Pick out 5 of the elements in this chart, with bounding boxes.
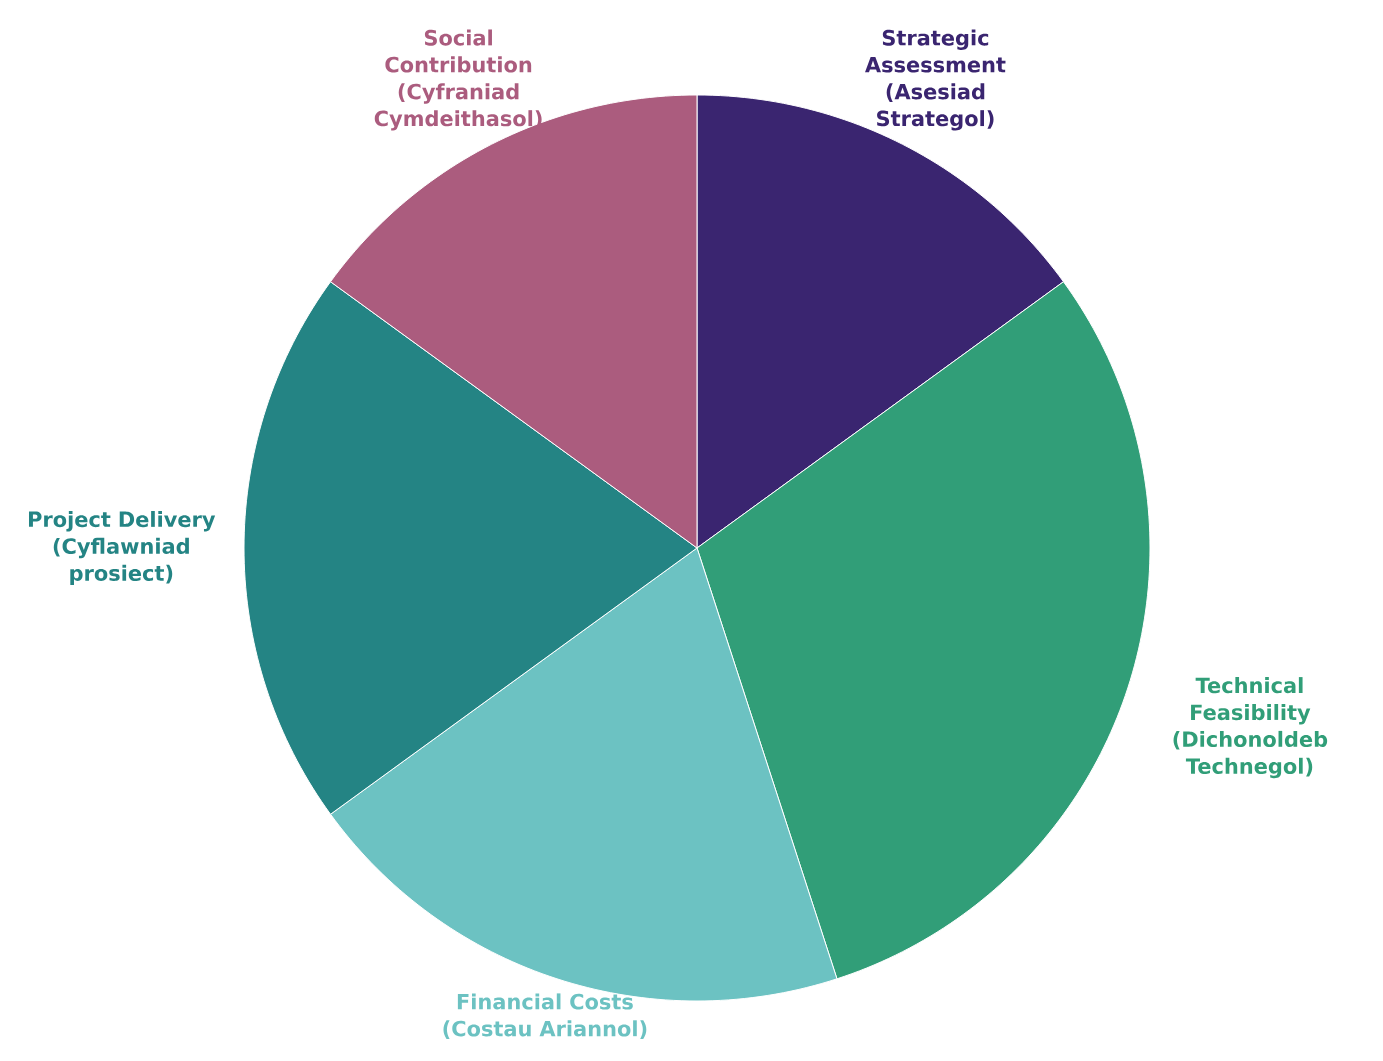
slice-label: Financial Costs (Costau Ariannol) <box>443 993 647 1039</box>
slice-label: Technical Feasibility (Dichonoldeb Technegol) <box>1173 677 1328 779</box>
slice-label: Social Contribution (Cyfraniad Cymdeithasol) <box>374 29 542 131</box>
slice-label: Project Delivery (Cyflawniad prosiect) <box>28 510 216 586</box>
slice-label: Strategic Assessment (Asesiad Strategol) <box>865 29 1006 131</box>
